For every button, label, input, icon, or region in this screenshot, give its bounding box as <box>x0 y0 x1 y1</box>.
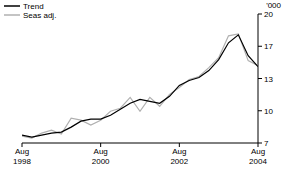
x-tick-label-line: 2002 <box>170 157 188 166</box>
y-tick <box>258 110 262 111</box>
x-tick-label: Aug2004 <box>249 147 267 166</box>
y-tick <box>258 14 262 15</box>
x-tick-label-line: 2004 <box>249 157 267 166</box>
x-tick-label: Aug2000 <box>92 147 110 166</box>
x-tick-label: Aug2002 <box>170 147 188 166</box>
y-tick-label: 17 <box>264 42 273 51</box>
x-tick-label-line: 1998 <box>13 157 31 166</box>
series-line <box>22 35 258 137</box>
plot-area <box>22 34 258 138</box>
chart: 710131720'000Aug1998Aug2000Aug2002Aug200… <box>0 0 283 170</box>
x-tick-label-line: Aug <box>251 147 265 156</box>
y-axis-label: '000 <box>266 1 281 10</box>
y-tick-label: 20 <box>264 10 273 19</box>
x-tick-label-line: 2000 <box>92 157 110 166</box>
x-tick-label: Aug1998 <box>13 147 31 166</box>
x-tick-label-line: Aug <box>172 147 186 156</box>
x-tick-label-line: Aug <box>94 147 108 156</box>
x-tick-label-line: Aug <box>15 147 29 156</box>
series-line <box>22 34 258 138</box>
x-axis <box>22 143 258 144</box>
legend-label: Trend <box>23 2 44 11</box>
legend-label: Seas adj. <box>23 11 56 20</box>
y-tick-label: 13 <box>264 75 273 84</box>
legend-swatch <box>4 5 20 7</box>
legend-swatch <box>4 14 20 16</box>
y-tick-label: 10 <box>264 107 273 116</box>
y-tick <box>258 143 262 144</box>
y-tick <box>258 46 262 47</box>
y-tick <box>258 78 262 79</box>
